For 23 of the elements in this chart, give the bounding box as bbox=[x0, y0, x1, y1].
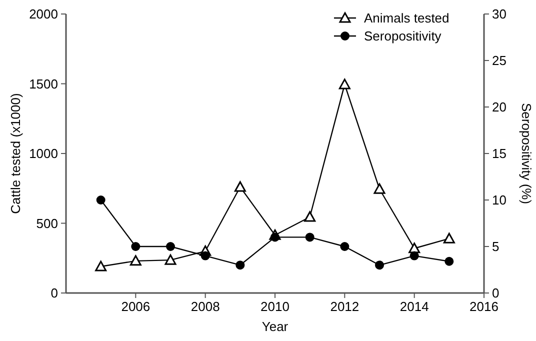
y2-tick-label: 0 bbox=[492, 286, 500, 301]
x-axis-title: Year bbox=[262, 319, 289, 334]
x-tick-label: 2006 bbox=[121, 299, 150, 314]
y-tick-label: 500 bbox=[36, 216, 58, 231]
y2-axis-title: Seropositivity (%) bbox=[519, 102, 534, 204]
y2-tick-label: 5 bbox=[492, 239, 500, 254]
x-tick-label: 2012 bbox=[330, 299, 360, 314]
legend-label: Seropositivity bbox=[364, 28, 442, 44]
x-tick-label: 2010 bbox=[260, 299, 290, 314]
x-tick-label: 2008 bbox=[190, 299, 220, 314]
y2-tick-label: 30 bbox=[492, 6, 506, 22]
y2-tick-label: 10 bbox=[492, 192, 506, 208]
y2-tick-label: 25 bbox=[492, 53, 506, 68]
y-tick-label: 1000 bbox=[29, 146, 58, 162]
y-tick-label: 2000 bbox=[29, 6, 58, 22]
legend-label: Animals tested bbox=[364, 10, 450, 26]
y-tick-label: 1500 bbox=[29, 76, 58, 92]
x-tick-label: 2016 bbox=[470, 299, 498, 314]
y-axis-title: Cattle tested (x1000) bbox=[8, 93, 23, 214]
y2-tick-label: 15 bbox=[492, 146, 506, 162]
y2-tick-label: 20 bbox=[492, 100, 506, 115]
x-tick-label: 2014 bbox=[400, 299, 429, 314]
y-tick-label: 0 bbox=[50, 286, 58, 301]
